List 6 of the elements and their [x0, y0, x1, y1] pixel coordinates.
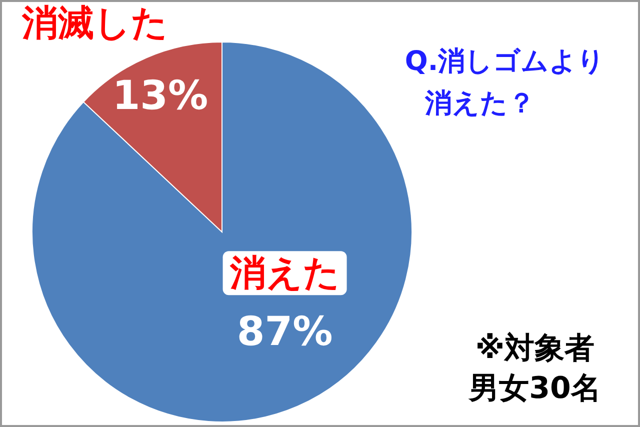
text: Q.消しゴムより消えた？ — [404, 46, 606, 119]
data-label: 87% — [236, 309, 333, 356]
text: ※対象者男女30名 — [468, 331, 601, 406]
data-label: 13% — [112, 72, 208, 119]
slice-label: 消えた — [228, 253, 340, 294]
slice-label: 消滅した — [21, 2, 168, 44]
